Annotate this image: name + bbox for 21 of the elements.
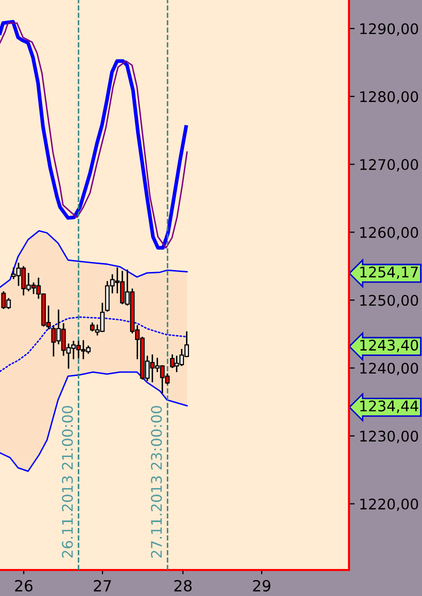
y-tick-label: 1234,44 [360,400,418,413]
x-tick-label: 27 [94,580,111,592]
line-series [0,316,188,372]
y-tick-label: 1270,00 [360,159,418,172]
line-series [0,371,188,472]
y-tick-label: 1290,00 [360,23,418,36]
y-tick-label: 1260,00 [360,226,418,240]
y-tick-label: 1280,00 [360,91,418,104]
ref-line-label: 27.11.2013 23:00:00 [150,406,162,558]
y-tick-label: 1243,40 [360,340,418,352]
y-tick-label: 1230,00 [360,430,418,444]
y-tick-label: 1240,00 [360,362,418,376]
x-tick-label: 28 [174,580,192,592]
y-tick-label: 1220,00 [360,498,418,512]
x-tick-label: 26 [15,580,32,592]
ref-line-label: 26.11.2013 21:00:00 [62,406,73,558]
y-tick-label: 1250,00 [360,294,418,308]
x-tick-label: 29 [253,580,270,592]
y-tick-label: 1254,17 [360,266,418,280]
candlestick [170,354,175,368]
line-series [0,230,188,288]
